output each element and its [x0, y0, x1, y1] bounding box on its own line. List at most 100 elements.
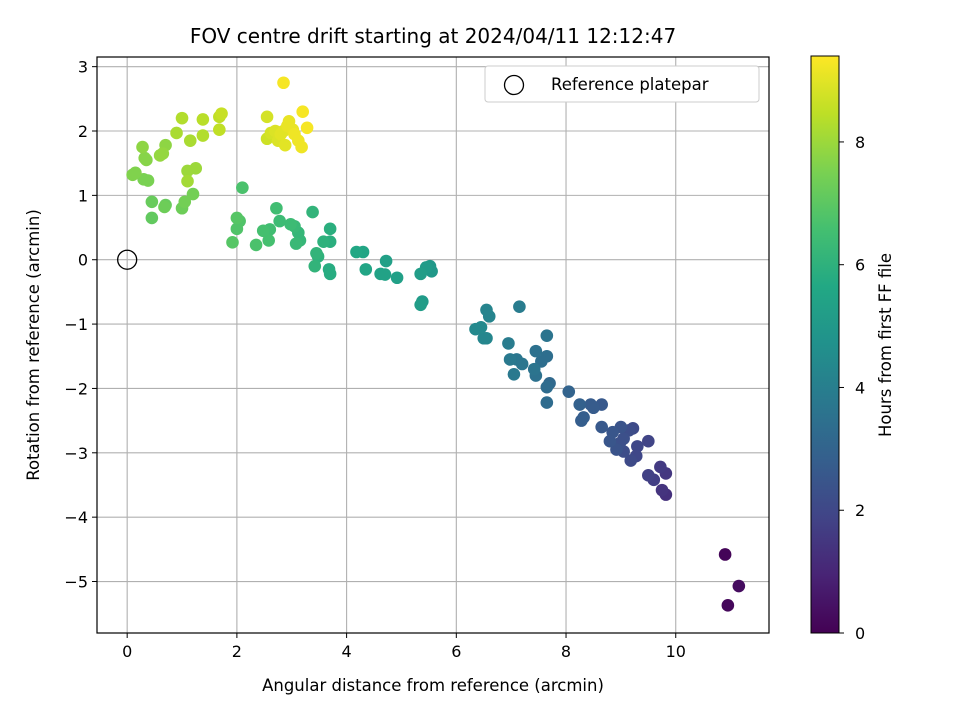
data-point — [145, 211, 159, 225]
legend-marker — [503, 74, 525, 96]
plot-area — [97, 57, 769, 633]
x-axis-label: Angular distance from reference (arcmin) — [262, 676, 604, 695]
data-point — [310, 246, 323, 260]
data-point — [175, 111, 189, 125]
data-point — [513, 300, 526, 314]
data-point — [277, 76, 290, 90]
y-tick-label: −2 — [64, 379, 88, 398]
legend-entry-reference: Reference platepar — [551, 75, 709, 94]
data-point — [390, 271, 404, 285]
data-point — [138, 151, 152, 165]
data-point — [477, 331, 491, 345]
data-point — [295, 140, 308, 154]
data-point — [480, 303, 493, 317]
data-point — [145, 195, 159, 209]
reference-point — [117, 249, 138, 270]
data-point — [469, 322, 482, 336]
data-point — [374, 267, 387, 281]
data-point — [562, 385, 576, 398]
data-point — [575, 414, 588, 427]
data-point — [359, 263, 373, 276]
data-point — [595, 420, 608, 434]
data-point — [170, 126, 183, 140]
data-point — [300, 121, 314, 135]
data-point — [631, 440, 644, 453]
x-tick-label: 4 — [342, 642, 352, 661]
x-tick-label: 2 — [232, 642, 242, 661]
data-point — [178, 195, 192, 209]
legend-box — [484, 65, 760, 103]
data-point — [540, 380, 554, 394]
colorbar-tick-label: 8 — [855, 133, 865, 152]
data-point — [136, 140, 149, 154]
x-tick-label: 6 — [451, 642, 461, 661]
colorbar-tick-label: 0 — [855, 624, 865, 643]
data-point — [226, 236, 239, 249]
data-point — [289, 237, 303, 250]
data-point — [270, 201, 283, 215]
legend: Reference platepar — [484, 65, 760, 103]
data-point — [256, 224, 270, 238]
x-tick-label: 0 — [122, 642, 132, 661]
data-point — [230, 222, 244, 236]
data-point — [721, 599, 735, 612]
data-point — [503, 353, 517, 366]
data-point — [507, 367, 521, 381]
colorbar-gradient — [810, 55, 840, 634]
data-point — [655, 483, 669, 497]
y-tick-label: 2 — [78, 122, 88, 141]
data-point — [642, 434, 655, 448]
data-point — [306, 205, 319, 219]
data-points — [126, 76, 746, 612]
data-point — [379, 254, 393, 268]
data-point — [573, 398, 587, 411]
data-point — [273, 214, 286, 228]
data-point — [278, 138, 292, 152]
data-point — [540, 329, 554, 342]
data-point — [718, 548, 732, 561]
y-tick-label: 0 — [78, 251, 88, 270]
data-point — [584, 398, 598, 411]
plot-frame — [96, 56, 770, 634]
data-point — [323, 222, 337, 236]
data-point — [502, 337, 515, 350]
data-point — [414, 298, 427, 312]
grid-lines — [97, 57, 769, 633]
colorbar-ticks: 0 2 4 6 8 — [839, 133, 865, 643]
data-point — [158, 200, 171, 214]
x-axis-ticks: 0 2 4 6 8 10 — [122, 633, 686, 661]
data-point — [262, 234, 276, 247]
y-axis-label: Rotation from reference (arcmin) — [24, 209, 43, 481]
data-point — [213, 123, 226, 137]
data-point — [603, 434, 617, 448]
data-point — [350, 245, 363, 259]
data-point — [196, 113, 210, 126]
data-point — [322, 263, 336, 276]
data-point — [654, 460, 667, 474]
data-point — [183, 134, 197, 147]
data-point — [642, 469, 655, 482]
y-tick-label: 1 — [78, 186, 88, 205]
data-point — [284, 218, 297, 231]
y-tick-label: −5 — [64, 573, 88, 592]
data-point — [236, 181, 249, 194]
data-point — [181, 174, 194, 188]
y-tick-label: −3 — [64, 444, 88, 463]
y-axis-ticks: −5 −4 −3 −2 −1 0 1 2 3 — [64, 58, 97, 592]
data-point — [215, 107, 228, 120]
data-point — [732, 579, 746, 593]
x-tick-label: 10 — [666, 642, 686, 661]
data-point — [624, 454, 638, 467]
data-point — [129, 166, 142, 180]
y-tick-label: −1 — [64, 315, 88, 334]
data-point — [260, 110, 274, 124]
colorbar-tick-label: 6 — [855, 256, 865, 275]
data-point — [529, 344, 543, 358]
colorbar: 0 2 4 6 8 Hours from first FF file — [810, 55, 895, 643]
reference-marker — [117, 249, 138, 270]
x-tick-label: 8 — [561, 642, 571, 661]
chart-title: FOV centre drift starting at 2024/04/11 … — [190, 24, 676, 48]
y-tick-label: 3 — [78, 58, 88, 77]
data-point — [196, 129, 210, 142]
data-point — [527, 362, 541, 376]
